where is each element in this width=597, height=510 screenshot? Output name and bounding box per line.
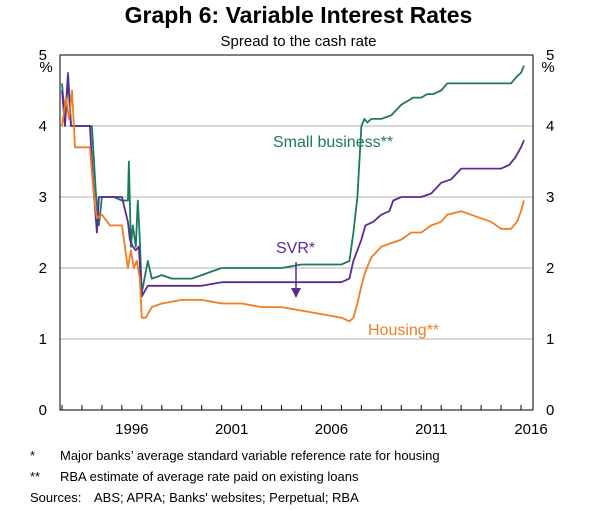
annotation-svr: SVR* — [276, 240, 315, 257]
series-layer — [61, 65, 525, 323]
annotation-small-business: Small business** — [273, 134, 393, 151]
plot-frame — [59, 54, 534, 411]
sources-text: ABS; APRA; Banks' websites; Perpetual; R… — [94, 490, 359, 505]
y-tick-label-right: 5 — [546, 47, 554, 64]
y-tick-label-left: 4 — [39, 118, 47, 135]
sources-label: Sources: — [30, 490, 82, 505]
chart-subtitle: Spread to the cash rate — [220, 33, 377, 50]
sources-note: Sources: ABS; APRA; Banks' websites; Perp… — [30, 490, 359, 505]
footnote-text: Major banks’ average standard variable r… — [60, 448, 440, 463]
series-line-small-business — [61, 65, 525, 294]
x-tick-label: 2001 — [215, 421, 248, 438]
y-tick-label-left: 1 — [39, 331, 47, 348]
series-line-svr — [61, 75, 525, 298]
footnote-mark: * — [30, 448, 36, 463]
x-tick-label: 2006 — [315, 421, 348, 438]
y-tick-label-right: 1 — [546, 331, 554, 348]
y-tick-label-left: 3 — [39, 189, 47, 206]
x-tick-label: 2011 — [415, 421, 447, 438]
footnote-text: RBA estimate of average rate paid on exi… — [60, 469, 359, 484]
tick-marks — [61, 405, 522, 410]
x-tick-label: 1996 — [115, 421, 148, 438]
y-unit-right: % — [541, 59, 554, 76]
footnote-svr: * Major banks’ average standard variable … — [30, 448, 440, 463]
annotation-housing: Housing** — [368, 322, 439, 339]
series-line-housing — [61, 89, 525, 323]
y-tick-label-right: 3 — [546, 189, 554, 206]
svr-arrow-icon — [291, 262, 301, 298]
y-tick-label-left: 5 — [39, 47, 47, 64]
x-tick-label: 2016 — [514, 421, 547, 438]
chart-title: Graph 6: Variable Interest Rates — [124, 2, 473, 28]
y-tick-label-right: 2 — [546, 260, 554, 277]
y-tick-label-right: 0 — [546, 402, 554, 419]
y-tick-label-right: 4 — [546, 118, 554, 135]
y-tick-label-left: 0 — [39, 402, 47, 419]
y-tick-label-left: 2 — [39, 260, 47, 277]
footnote-mark: ** — [30, 469, 41, 484]
axis-labels: 0 0 1 1 2 2 3 3 4 4 5 5 1996 2001 2006 2011 2016 — [39, 47, 555, 438]
footnote-housing: ** RBA estimate of average rate paid on e… — [30, 469, 358, 484]
y-unit-left: % — [39, 59, 52, 76]
